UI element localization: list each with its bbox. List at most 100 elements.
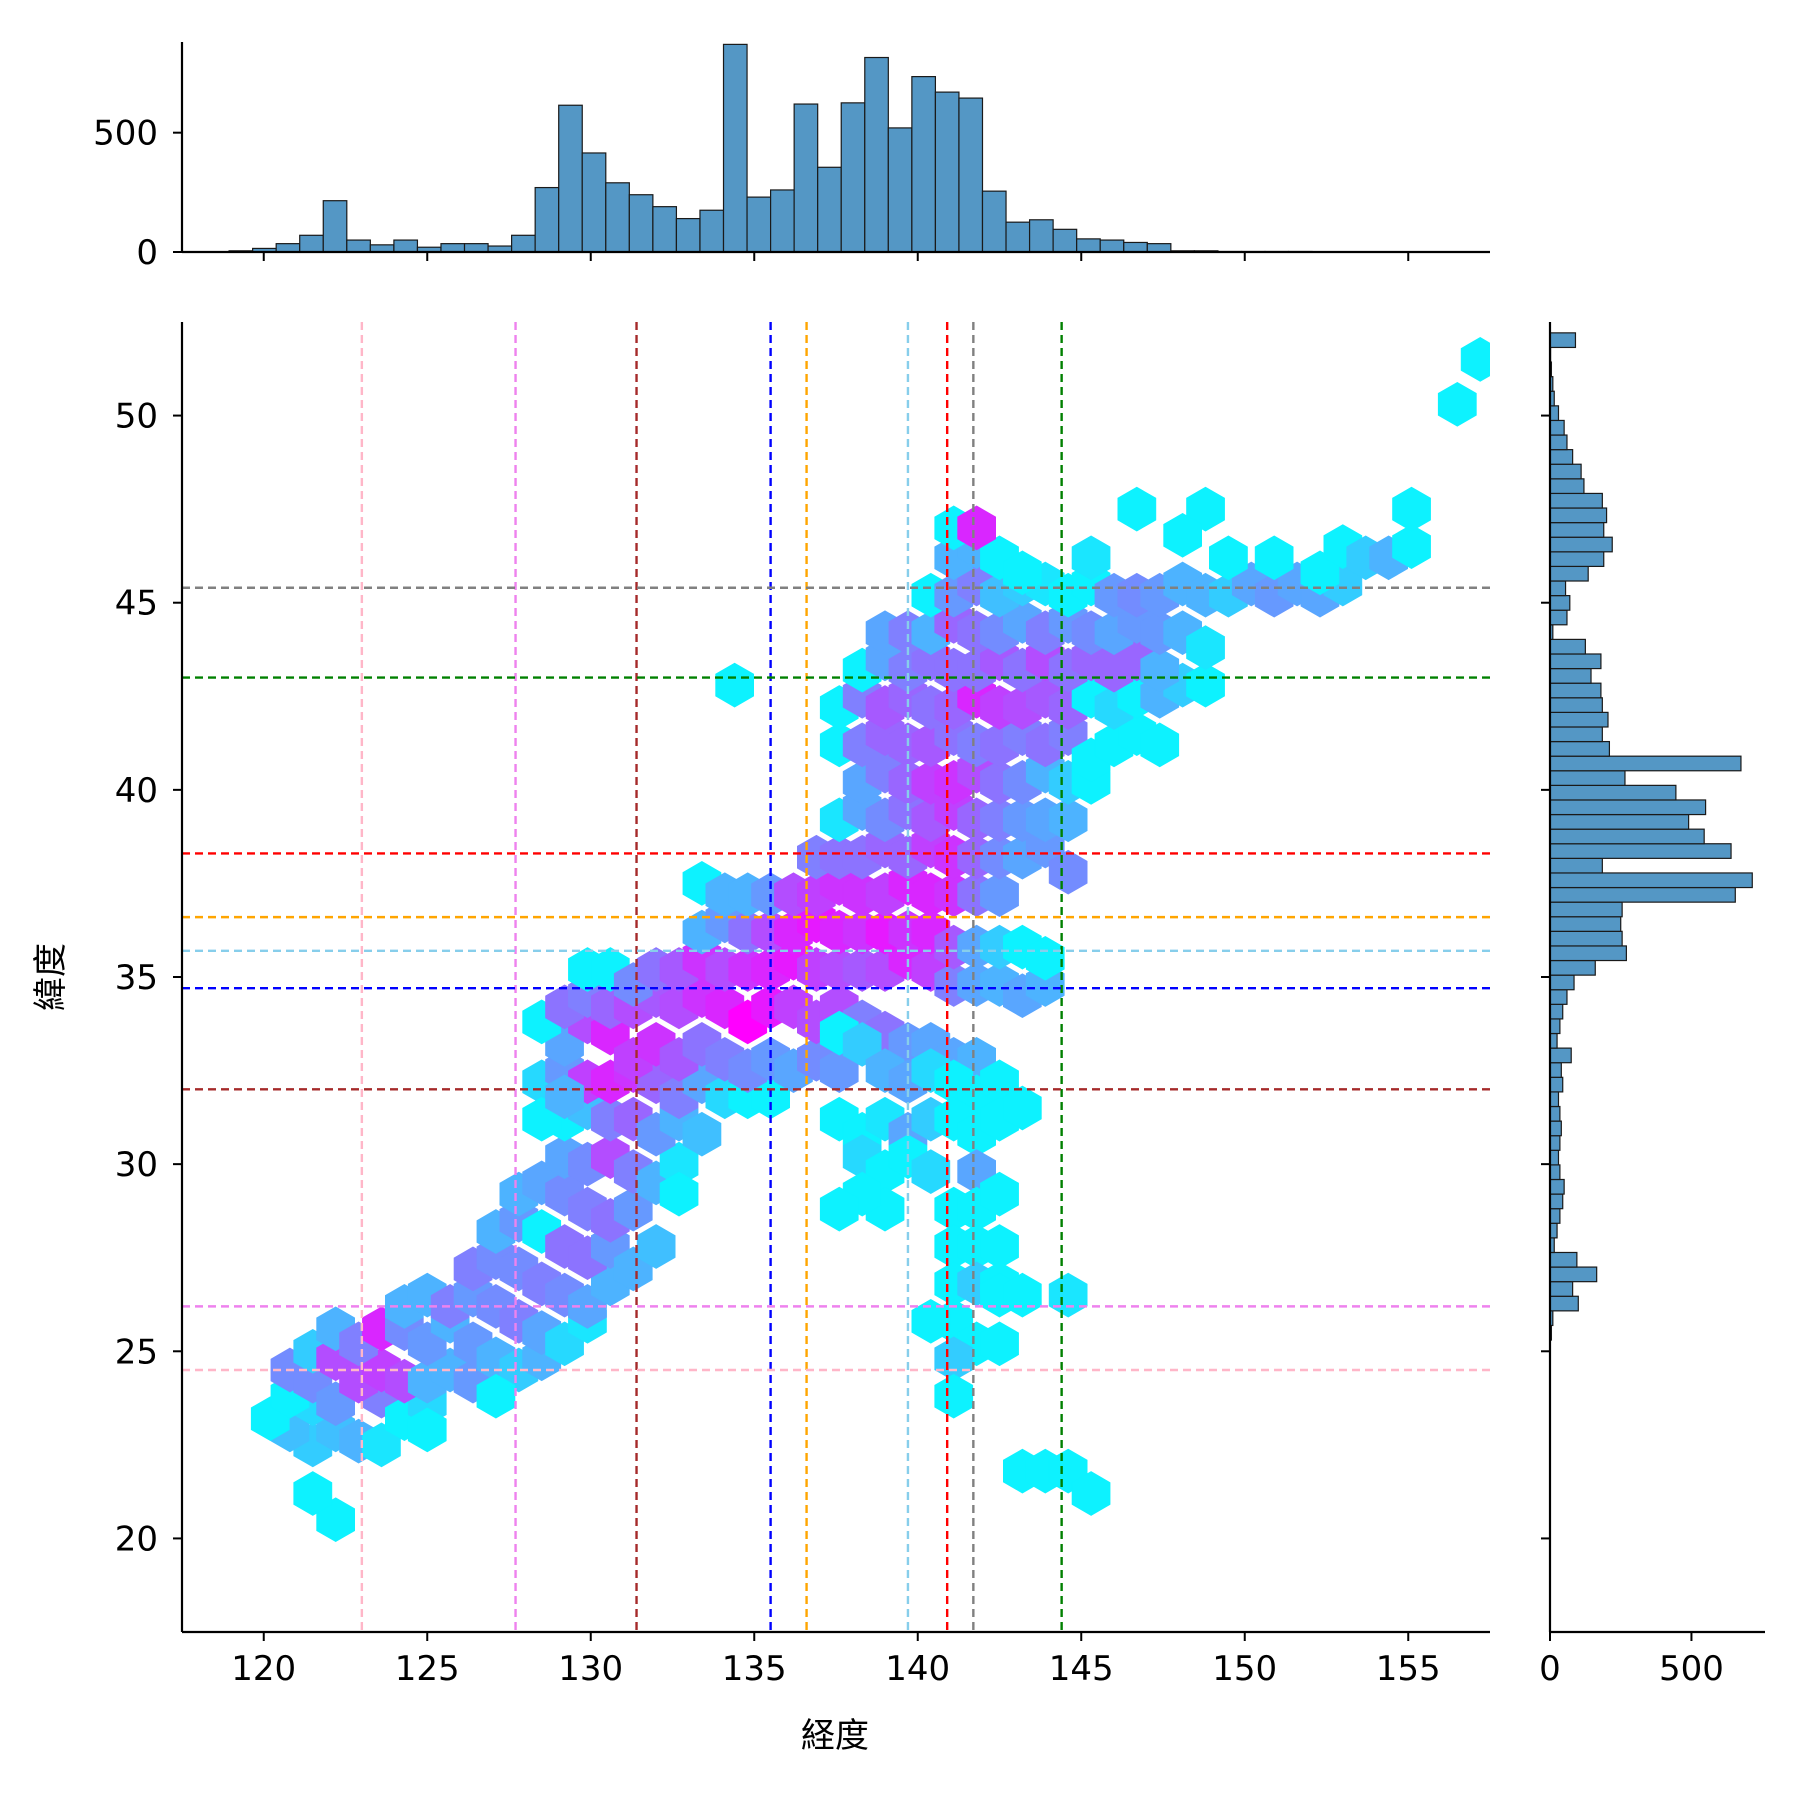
main-plot: 120 125 130 135 140 145 150 155 20253035404550 … xyxy=(31,322,1490,1756)
hexbin-layer xyxy=(250,337,1490,1543)
right-histogram-bar xyxy=(1549,682,1602,699)
right-histogram-bars xyxy=(1549,332,1753,1341)
right-histogram-bar xyxy=(1549,1193,1564,1210)
right-y-ticks xyxy=(1541,414,1550,1540)
right-histogram-bar xyxy=(1549,1178,1565,1195)
hexbin-cell xyxy=(1392,486,1431,532)
top-histogram-bar xyxy=(722,43,748,253)
top-histogram-bar xyxy=(322,200,348,253)
y-axis-label: 緯度 xyxy=(31,943,71,1011)
top-histogram-bar xyxy=(911,76,937,253)
top-histogram-bar xyxy=(769,189,795,253)
hexbin-cell xyxy=(980,872,1019,918)
right-histogram-bar xyxy=(1549,434,1568,451)
right-histogram-bar xyxy=(1549,478,1585,495)
right-histogram-bar xyxy=(1549,1208,1561,1224)
right-x-axis: 0 500 xyxy=(1539,1632,1724,1689)
top-histogram-bar xyxy=(934,91,960,253)
top-histogram-bar xyxy=(581,152,607,253)
right-histogram-bar xyxy=(1549,1164,1561,1181)
right-histogram-bar xyxy=(1549,638,1586,655)
top-histogram-bar xyxy=(346,239,371,253)
right-histogram-bar xyxy=(1549,580,1567,597)
right-histogram-bar xyxy=(1549,419,1565,436)
hexbin-cell xyxy=(1117,486,1157,532)
right-histogram-bar xyxy=(1549,653,1602,670)
top-histogram-bar xyxy=(981,190,1007,253)
top-y-tick-label: 500 xyxy=(93,114,158,154)
top-histogram-bar xyxy=(1028,219,1054,253)
hexbin-cell xyxy=(1163,512,1202,558)
x-tick-label: 150 xyxy=(1212,1649,1277,1689)
hexbin-cell xyxy=(1186,662,1225,708)
right-histogram-bar xyxy=(1549,1003,1564,1020)
right-histogram-bar xyxy=(1549,974,1575,991)
right-histogram-bar xyxy=(1549,1149,1560,1166)
hexbin-cell xyxy=(1140,722,1180,768)
hexbin-cell xyxy=(1140,647,1180,693)
right-histogram-bar xyxy=(1549,551,1605,568)
top-y-axis: 0 500 xyxy=(93,114,182,273)
right-histogram-bar xyxy=(1549,770,1626,786)
top-histogram-bar xyxy=(299,234,324,253)
top-histogram-bar xyxy=(1052,228,1078,253)
hexbin-cell xyxy=(545,1074,584,1120)
right-histogram-bar xyxy=(1549,828,1705,845)
hexbin-cell xyxy=(911,1298,951,1344)
right-x-tick-label: 0 xyxy=(1539,1649,1561,1689)
hexbin-cell xyxy=(682,1111,722,1157)
hexbin-cell xyxy=(1254,535,1294,581)
hexbin-cell xyxy=(911,1149,951,1194)
right-histogram-bar xyxy=(1549,945,1627,962)
right-histogram-bar xyxy=(1549,1076,1564,1093)
right-histogram-bar xyxy=(1549,989,1568,1005)
right-histogram-bar xyxy=(1549,726,1603,743)
right-histogram-bar xyxy=(1549,930,1623,947)
right-histogram-bar xyxy=(1549,1251,1578,1268)
hexbin-cell xyxy=(819,1186,859,1232)
x-tick-label: 135 xyxy=(722,1649,787,1689)
top-histogram-bar xyxy=(1123,241,1148,253)
hexbin-cell xyxy=(1186,625,1225,670)
right-histogram-bar xyxy=(1549,1281,1574,1297)
top-histogram-bar xyxy=(1076,238,1101,253)
hexbin-cell xyxy=(957,505,997,551)
hexbin-cell xyxy=(1025,935,1065,981)
top-histogram-bar xyxy=(440,243,466,253)
right-histogram-bar xyxy=(1549,507,1608,524)
right-histogram-bar xyxy=(1549,609,1568,626)
x-tick-label: 130 xyxy=(558,1649,623,1689)
hexbin-cell xyxy=(980,1171,1019,1217)
right-histogram-bar xyxy=(1549,536,1613,553)
hexbin-cell xyxy=(1209,535,1248,581)
right-histogram-bar xyxy=(1549,799,1707,816)
right-histogram-bar xyxy=(1549,1135,1561,1151)
right-histogram-bar xyxy=(1549,843,1732,859)
hexbin-cell xyxy=(1071,1471,1111,1516)
right-histogram-bar xyxy=(1549,1266,1598,1283)
x-tick-label: 145 xyxy=(1049,1649,1114,1689)
top-histogram-bar xyxy=(793,103,819,253)
top-histogram-bar xyxy=(1099,239,1125,253)
top-histogram-bar xyxy=(652,206,678,253)
right-histogram-bar xyxy=(1549,667,1592,684)
hexbin-cell xyxy=(476,1373,516,1419)
hexbin-cell xyxy=(407,1407,447,1453)
right-histogram-bar xyxy=(1549,405,1560,422)
top-histogram-bar xyxy=(628,194,654,253)
hexbin-cell xyxy=(1048,1272,1088,1318)
top-histogram-bar xyxy=(746,196,772,253)
right-histogram-bar xyxy=(1549,740,1611,757)
y-tick-label: 35 xyxy=(115,958,158,998)
right-histogram-bar xyxy=(1549,1120,1562,1137)
top-histogram-bar xyxy=(887,127,913,253)
top-histogram-bar xyxy=(958,97,984,253)
x-tick-label: 155 xyxy=(1376,1649,1441,1689)
reference-lines xyxy=(182,322,1490,1632)
right-histogram-bar xyxy=(1549,1295,1579,1312)
hexbin-cell xyxy=(1002,1085,1042,1131)
top-histogram-bar xyxy=(1005,221,1031,253)
y-tick-label: 20 xyxy=(115,1519,158,1559)
top-histogram-bar xyxy=(675,217,701,253)
